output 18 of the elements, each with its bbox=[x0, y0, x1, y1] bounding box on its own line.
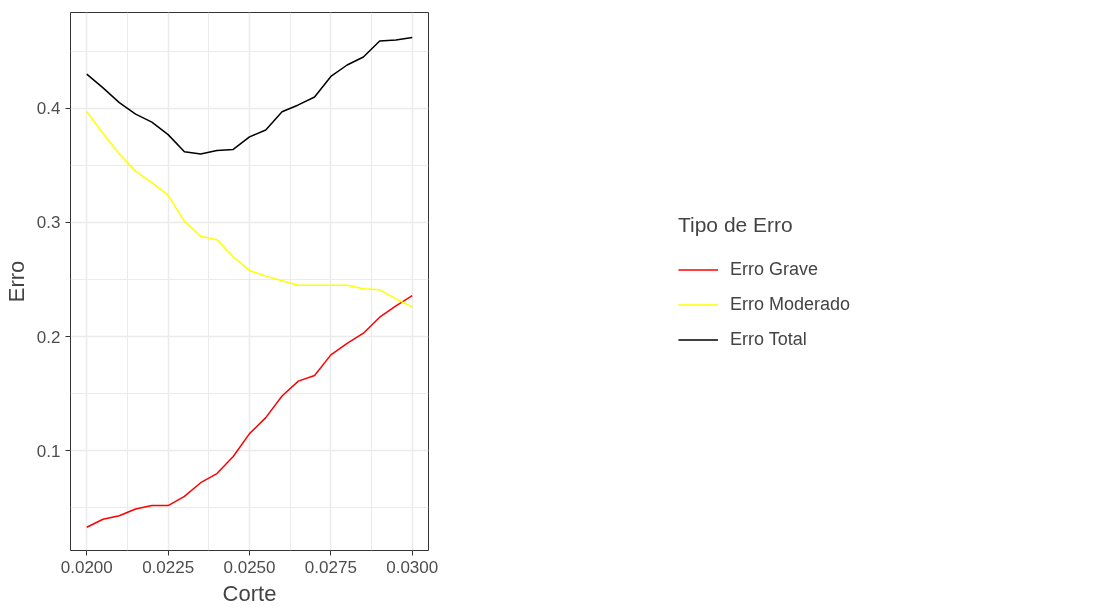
line-series bbox=[86, 111, 413, 308]
y-tick-label: 0.4 bbox=[36, 99, 61, 119]
legend-label: Erro Moderado bbox=[729, 293, 851, 315]
x-axis-title: Corte bbox=[222, 580, 277, 606]
x-tick-label: 0.0300 bbox=[386, 557, 439, 577]
y-tick-label: 0.2 bbox=[36, 327, 61, 347]
legend-title: Tipo de Erro bbox=[677, 212, 794, 237]
legend-label: Erro Grave bbox=[729, 258, 818, 280]
legend-label: Erro Total bbox=[729, 328, 807, 350]
x-tick-label: 0.0250 bbox=[223, 557, 276, 577]
y-tick-label: 0.1 bbox=[36, 441, 61, 461]
line-series bbox=[86, 294, 413, 528]
x-tick-label: 0.0275 bbox=[304, 557, 357, 577]
x-tick-label: 0.0200 bbox=[60, 557, 113, 577]
y-axis-title: Erro bbox=[3, 260, 29, 303]
line-series bbox=[86, 36, 413, 155]
y-tick-label: 0.3 bbox=[36, 213, 61, 233]
x-tick-label: 0.0225 bbox=[142, 557, 195, 577]
